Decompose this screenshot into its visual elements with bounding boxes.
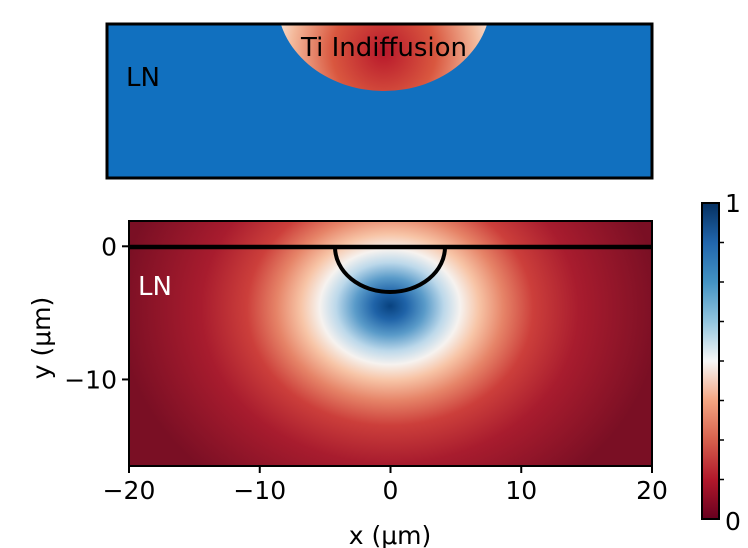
schematic-ln-label: LN: [126, 63, 160, 93]
y-tick-label: −10: [64, 365, 117, 394]
waveguide-schematic: LN Ti Indiffusion: [105, 22, 654, 180]
x-tick-label: −20: [103, 476, 156, 505]
x-tick-label: 10: [505, 476, 537, 505]
colorbar-max-label: 1: [725, 189, 741, 218]
colorbar-ticks: [719, 241, 724, 481]
y-tick-label: 0: [101, 232, 117, 261]
colorbar-gradient: [702, 203, 719, 519]
x-tick-label: 20: [636, 476, 668, 505]
mode-field-plot: LN −20 −10 0 10 20 0 −10 x (μm) y (μm): [27, 220, 668, 548]
heatmap-ln-label: LN: [138, 272, 172, 302]
x-tick-label: 0: [383, 476, 399, 505]
y-axis: 0 −10: [64, 232, 129, 394]
colorbar: 1 0: [701, 189, 741, 536]
x-axis: −20 −10 0 10 20: [103, 466, 668, 505]
field-heatmap: [129, 221, 652, 466]
ti-indiffusion-region: [280, 24, 488, 91]
schematic-frame: [105, 22, 654, 180]
ti-indiffusion-label: Ti Indiffusion: [300, 33, 467, 63]
y-axis-label: y (μm): [27, 297, 56, 380]
x-axis-label: x (μm): [349, 521, 432, 548]
ti-region-outline: [333, 246, 447, 294]
colorbar-min-label: 0: [725, 507, 741, 536]
x-tick-label: −10: [233, 476, 286, 505]
